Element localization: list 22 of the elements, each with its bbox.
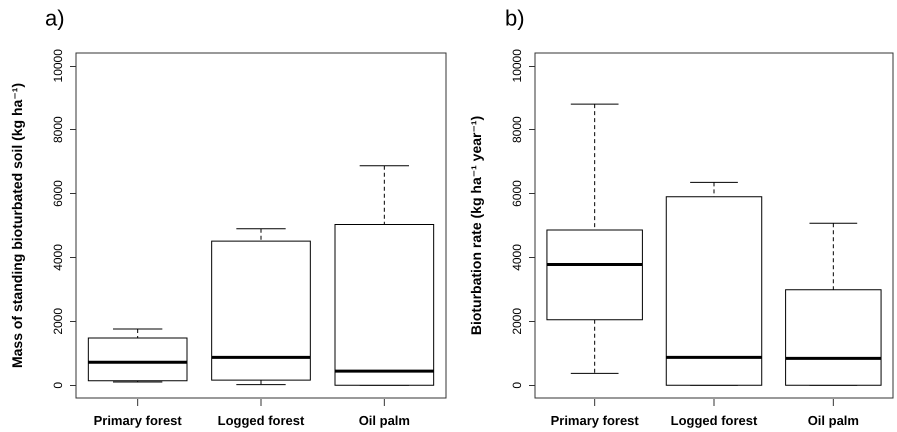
y-tick-label: 10000 [510,48,524,82]
x-tick-label: Logged forest [670,413,758,428]
y-tick-label: 4000 [51,244,65,271]
y-axis-title: Bioturbation rate (kg ha⁻¹ year⁻¹) [468,116,484,336]
y-tick-label: 6000 [510,180,524,207]
y-axis-title: Mass of standing bioturbated soil (kg ha⁻¹) [9,82,25,368]
y-tick-label: 0 [51,382,65,389]
y-tick-label: 2000 [510,308,524,335]
x-tick-label: Oil palm [808,413,859,428]
y-tick-label: 10000 [51,48,65,82]
y-tick-label: 8000 [51,116,65,144]
y-tick-label: 2000 [51,308,65,335]
y-tick-label: 6000 [51,180,65,207]
chart-title: b) [505,6,525,30]
y-tick-label: 8000 [510,116,524,144]
x-tick-label: Primary forest [550,413,640,428]
x-tick-label: Primary forest [94,413,182,428]
chart-title: a) [45,6,65,30]
x-tick-label: Oil palm [358,413,410,428]
x-tick-label: Logged forest [218,413,305,428]
y-tick-label: 0 [510,382,524,389]
y-tick-label: 4000 [510,244,524,271]
